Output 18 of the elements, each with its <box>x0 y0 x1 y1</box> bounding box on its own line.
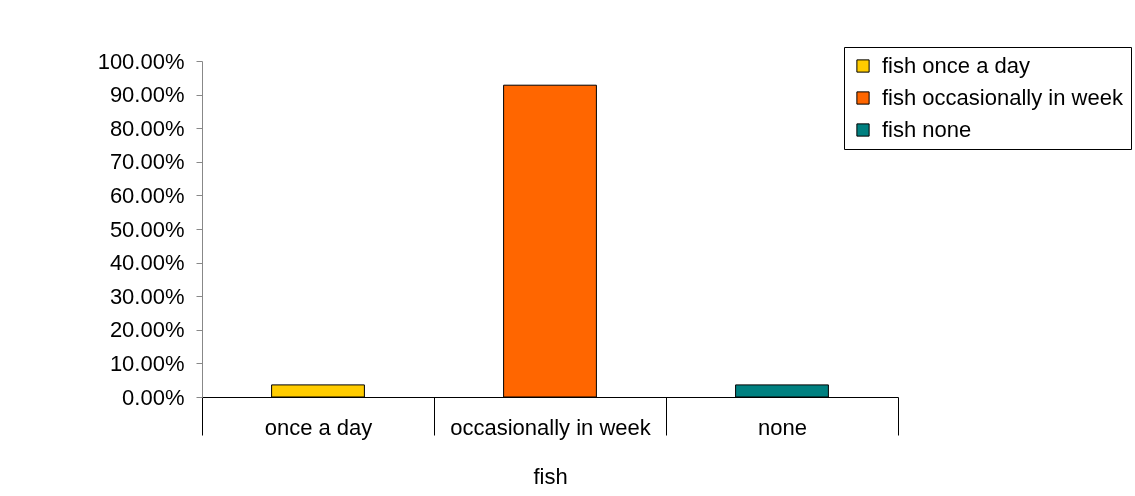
y-tick-label: 60.00% <box>109 182 185 208</box>
y-tick-label: 70.00% <box>109 149 185 175</box>
y-tick-label: 0.00% <box>122 384 185 410</box>
y-tick-label: 100.00% <box>97 48 185 74</box>
legend-label: fish once a day <box>882 53 1030 78</box>
y-tick-label: 30.00% <box>109 283 185 309</box>
y-tick-label: 40.00% <box>109 250 185 276</box>
x-tick-label: occasionally in week <box>450 414 652 440</box>
y-tick-label: 90.00% <box>109 82 185 108</box>
y-tick-label: 80.00% <box>109 115 185 141</box>
y-tick-label: 20.00% <box>109 317 185 343</box>
x-axis-title: fish <box>533 463 568 489</box>
y-tick-label: 50.00% <box>109 216 185 242</box>
legend-label: fish none <box>882 117 972 142</box>
x-tick-label: once a day <box>264 414 373 440</box>
legend-label: fish occasionally in week <box>882 85 1124 110</box>
x-tick-label: none <box>758 414 807 440</box>
y-tick-label: 10.00% <box>109 350 185 376</box>
